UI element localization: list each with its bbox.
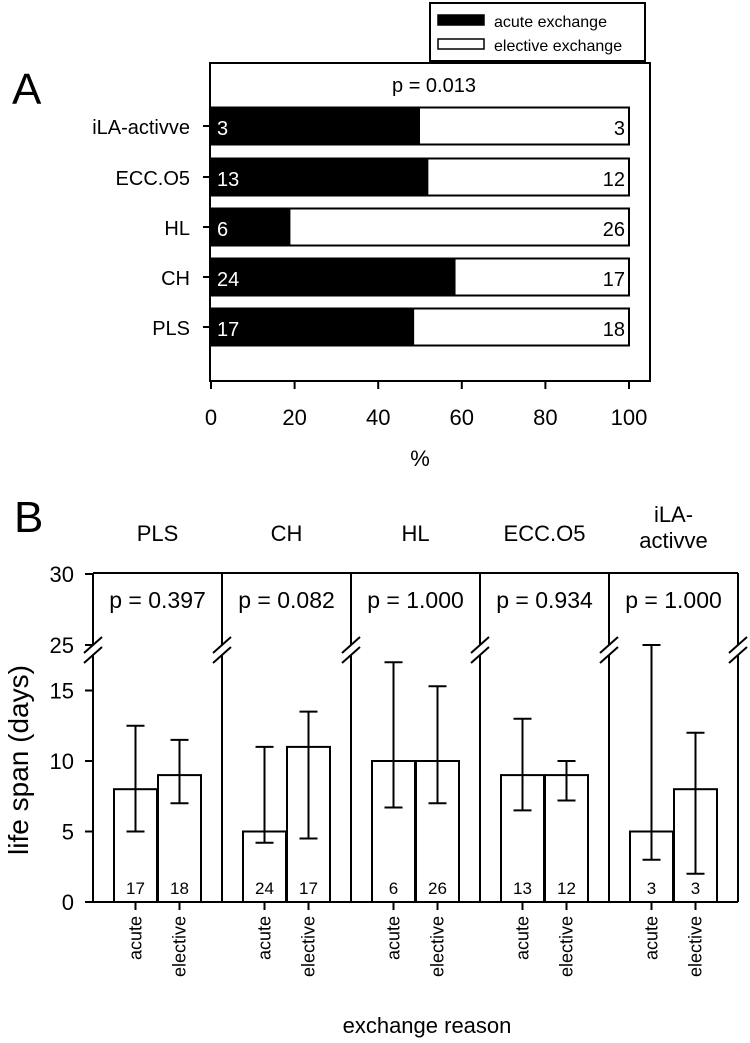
count-acute-1: 13 — [217, 169, 239, 191]
legend-swatch-acute — [437, 14, 485, 26]
group-pvalue-2: p = 1.000 — [367, 587, 464, 613]
bar-acute-1 — [211, 158, 429, 196]
y-tick-label-4: PLS — [152, 318, 190, 340]
panel-label-a: A — [12, 65, 42, 114]
bar-n-3-1: 12 — [557, 879, 576, 898]
group-pvalue-0: p = 0.397 — [109, 587, 206, 613]
break-mark-a-2 — [341, 636, 361, 654]
bar-n-4-0: 3 — [647, 879, 656, 898]
y-tick-label-2: 10 — [50, 749, 74, 774]
break-mark-b-2 — [341, 646, 361, 664]
x-tick-label-1-1: elective — [299, 916, 319, 977]
y-tick-label-0: 0 — [62, 890, 74, 915]
count-elective-1: 12 — [603, 169, 625, 191]
bar-acute-3 — [211, 258, 456, 296]
break-mark-b-3 — [470, 646, 490, 664]
break-mark-a-1 — [212, 636, 232, 654]
x-tick-label-3-1: elective — [557, 916, 577, 977]
bar-2-0 — [371, 760, 416, 903]
panel-label-b: B — [14, 493, 43, 542]
y-tick-label-2: HL — [164, 218, 190, 240]
panel-b-xlabel: exchange reason — [343, 1013, 512, 1038]
y-tick-label-1: ECC.O5 — [116, 168, 190, 190]
bar-acute-4 — [211, 308, 415, 346]
group-pvalue-1: p = 0.082 — [238, 587, 335, 613]
x-tick-label-1-0: acute — [255, 916, 275, 960]
group-title-4: iLA-activve — [639, 502, 707, 553]
x-tick-label-2-0: acute — [384, 916, 404, 960]
y-tick-label-3: 15 — [50, 679, 74, 704]
panel-a-xlabel: % — [410, 446, 430, 471]
panel-a-pvalue: p = 0.013 — [392, 75, 476, 97]
x-tick-label-0-1: elective — [170, 916, 190, 977]
group-title-0: PLS — [137, 521, 179, 546]
panel-a-chart: acute exchange elective exchange p = 0.0… — [92, 2, 651, 471]
y-tick-label-1: 5 — [62, 820, 74, 845]
y-tick-label-0: iLA-activve — [92, 117, 190, 139]
legend-box — [429, 2, 646, 62]
count-acute-0: 3 — [217, 118, 228, 140]
count-acute-2: 6 — [217, 219, 228, 241]
bar-acute-0 — [211, 107, 420, 145]
x-tick-label-2: 40 — [366, 405, 390, 430]
count-elective-0: 3 — [614, 118, 625, 140]
bar-n-2-0: 6 — [389, 879, 398, 898]
group-title-line2-4: activve — [639, 528, 707, 553]
group-title-2: HL — [401, 521, 429, 546]
break-mark-a-3 — [470, 636, 490, 654]
count-acute-3: 24 — [217, 269, 239, 291]
y-tick-label-3: CH — [161, 268, 190, 290]
x-tick-label-0-0: acute — [126, 916, 146, 960]
group-pvalue-3: p = 0.934 — [496, 587, 593, 613]
legend-label-acute: acute exchange — [494, 14, 607, 31]
x-tick-label-4-0: acute — [642, 916, 662, 960]
legend: acute exchange elective exchange — [429, 2, 646, 62]
x-tick-label-3: 60 — [450, 405, 474, 430]
legend-label-elective: elective exchange — [494, 38, 622, 55]
panel-b-ylabel: life span (days) — [3, 665, 34, 855]
count-acute-4: 17 — [217, 319, 239, 341]
count-elective-2: 26 — [603, 219, 625, 241]
bar-n-4-1: 3 — [691, 879, 700, 898]
break-mark-b-4 — [599, 646, 619, 664]
break-mark-a-4 — [599, 636, 619, 654]
count-elective-3: 17 — [603, 269, 625, 291]
bar-n-0-1: 18 — [170, 879, 189, 898]
x-tick-label-4-1: elective — [686, 916, 706, 977]
x-tick-label-2-1: elective — [428, 916, 448, 977]
break-mark-b-5 — [728, 646, 748, 664]
count-elective-4: 18 — [603, 319, 625, 341]
legend-swatch-elective — [437, 38, 485, 50]
x-tick-label-1: 20 — [282, 405, 306, 430]
x-tick-label-4: 80 — [533, 405, 557, 430]
x-tick-label-5: 100 — [611, 405, 648, 430]
group-title-line1-4: iLA- — [654, 502, 693, 527]
x-tick-label-0: 0 — [205, 405, 217, 430]
bar-n-1-0: 24 — [255, 879, 274, 898]
group-pvalue-4: p = 1.000 — [625, 587, 722, 613]
bar-n-1-1: 17 — [299, 879, 318, 898]
break-mark-b-0 — [83, 646, 103, 664]
y-tick-label-5: 30 — [50, 562, 74, 587]
panel-b-chart: life span (days) exchange reason PLS p = … — [3, 502, 748, 1038]
group-title-3: ECC.O5 — [504, 521, 586, 546]
y-tick-label-4: 25 — [50, 633, 74, 658]
bar-n-2-1: 26 — [428, 879, 447, 898]
bar-acute-2 — [211, 208, 291, 246]
bar-n-0-0: 17 — [126, 879, 145, 898]
break-mark-b-1 — [212, 646, 232, 664]
bar-n-3-0: 13 — [513, 879, 532, 898]
group-title-1: CH — [271, 521, 303, 546]
break-mark-a-5 — [728, 636, 748, 654]
x-tick-label-3-0: acute — [513, 916, 533, 960]
